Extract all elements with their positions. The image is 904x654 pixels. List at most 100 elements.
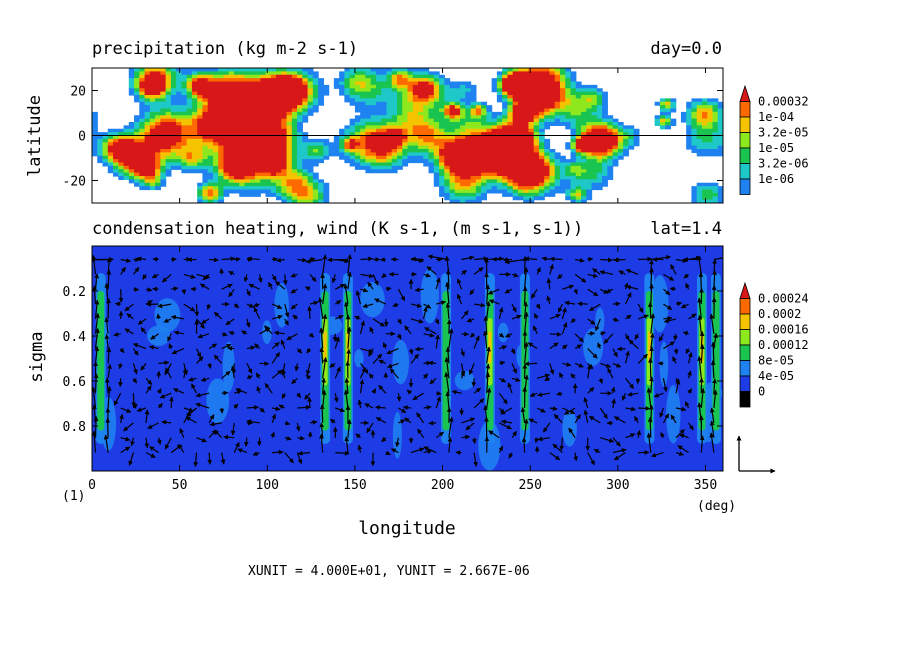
precip-cell — [465, 101, 472, 106]
precip-cell — [433, 142, 440, 147]
precip-cell — [297, 128, 303, 133]
precip-cell — [439, 81, 445, 86]
precip-cell — [460, 149, 466, 153]
precip-cell — [291, 118, 298, 123]
precip-cell — [186, 74, 193, 79]
precip-cell — [170, 132, 177, 137]
wind-arrow — [366, 422, 374, 434]
precip-cell — [191, 132, 198, 137]
precip-cell — [439, 192, 445, 197]
precip-cell — [617, 138, 624, 143]
precip-cell — [375, 101, 382, 106]
precip-cell — [312, 155, 319, 160]
precip-cell — [496, 91, 503, 96]
precip-cell — [433, 84, 440, 89]
precip-cell — [386, 78, 393, 83]
precip-cell — [591, 128, 598, 133]
precip-cell — [170, 81, 177, 86]
precip-cell — [202, 172, 209, 177]
wind-arrow — [687, 352, 693, 364]
wind-arrow — [346, 419, 352, 438]
wind-arrow — [150, 333, 159, 340]
precip-cell — [207, 135, 214, 140]
precip-cell — [365, 142, 372, 147]
precip-cell — [113, 162, 119, 167]
precip-cell — [407, 74, 414, 79]
longitude-x-label: longitude — [358, 518, 456, 539]
precip-cell — [696, 101, 703, 106]
precip-cell — [717, 111, 723, 116]
wind-arrow — [650, 313, 656, 334]
precip-cell — [155, 81, 161, 86]
precip-cell — [207, 182, 214, 187]
precip-cell — [270, 162, 277, 167]
precip-cell — [386, 125, 393, 130]
precip-cell — [354, 152, 361, 157]
precipitation-field — [92, 68, 723, 203]
precip-cell — [465, 196, 472, 201]
precip-cell — [139, 132, 146, 137]
colorbar-label: 3.2e-05 — [758, 126, 809, 140]
wind-arrow — [188, 377, 197, 382]
precip-cell — [502, 192, 509, 197]
precip-cell — [176, 149, 182, 153]
precip-cell — [291, 74, 298, 79]
precip-cell — [470, 192, 477, 197]
precip-cell — [433, 98, 440, 103]
precip-cell — [517, 91, 524, 96]
precip-cell — [407, 84, 414, 89]
precip-cell — [365, 101, 372, 106]
precip-cell — [239, 169, 246, 174]
precip-cell — [523, 71, 530, 76]
precip-cell — [439, 142, 445, 147]
precip-cell — [528, 182, 535, 187]
precip-cell — [307, 108, 314, 113]
precip-cell — [596, 182, 603, 187]
precip-cell — [233, 155, 240, 160]
precip-cell — [496, 172, 503, 177]
precip-cell — [533, 122, 540, 126]
precip-cell — [107, 145, 114, 150]
wind-arrow — [473, 387, 481, 394]
precip-cell — [402, 111, 409, 116]
wind-arrow — [132, 377, 138, 384]
precip-cell — [391, 122, 398, 126]
precip-cell — [160, 81, 167, 86]
precip-cell — [270, 74, 277, 79]
precip-cell — [297, 172, 303, 177]
precip-cell — [523, 95, 530, 99]
precip-cell — [528, 159, 535, 164]
wind-arrow — [541, 256, 550, 262]
precip-cell — [255, 88, 261, 93]
precip-cell — [312, 98, 319, 103]
precip-cell — [370, 84, 377, 89]
precip-cell — [544, 125, 551, 130]
precip-cell — [228, 78, 235, 83]
wind-arrow — [230, 365, 236, 379]
precip-cell — [486, 128, 493, 133]
wind-arrow — [246, 419, 260, 425]
precip-cell — [712, 118, 719, 123]
precip-cell — [155, 138, 161, 143]
precip-cell — [286, 78, 293, 83]
precip-cell — [297, 122, 303, 126]
precip-cell — [223, 105, 230, 110]
precip-cell — [312, 105, 319, 110]
precip-cell — [244, 74, 251, 79]
precip-cell — [170, 149, 177, 153]
precip-cell — [92, 132, 98, 137]
precip-cell — [354, 101, 361, 106]
precip-cell — [170, 98, 177, 103]
precip-cell — [228, 138, 235, 143]
precip-cell — [165, 155, 172, 160]
precip-cell — [233, 81, 240, 86]
wind-arrow — [272, 449, 284, 455]
precip-cell — [297, 132, 303, 137]
precip-cell — [475, 105, 482, 110]
wind-arrow — [473, 267, 484, 275]
wind-arrow — [598, 378, 603, 384]
precip-cell — [538, 179, 545, 184]
precip-cell — [707, 105, 714, 110]
precip-cell — [512, 138, 519, 143]
precip-cell — [402, 74, 409, 79]
